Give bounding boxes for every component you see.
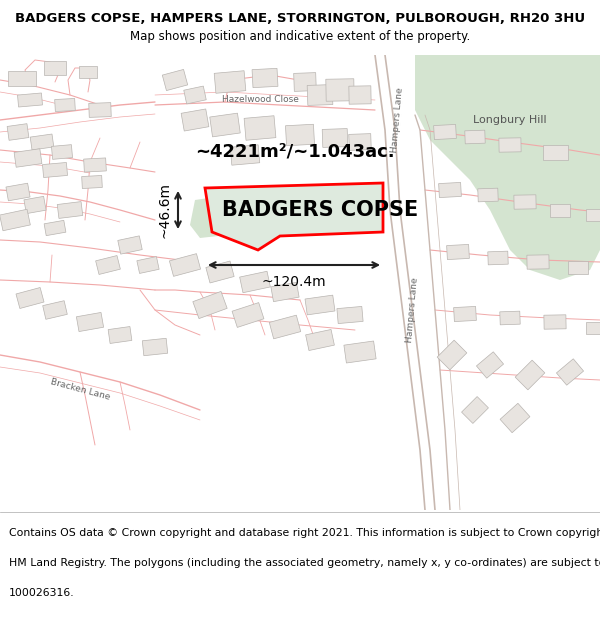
Polygon shape	[550, 204, 570, 216]
Polygon shape	[118, 236, 142, 254]
Polygon shape	[205, 183, 383, 250]
Polygon shape	[95, 256, 121, 274]
Polygon shape	[79, 66, 97, 78]
Polygon shape	[349, 134, 371, 151]
Polygon shape	[252, 68, 278, 88]
Polygon shape	[232, 302, 264, 328]
Text: BADGERS COPSE, HAMPERS LANE, STORRINGTON, PULBOROUGH, RH20 3HU: BADGERS COPSE, HAMPERS LANE, STORRINGTON…	[15, 12, 585, 25]
Polygon shape	[544, 315, 566, 329]
Polygon shape	[17, 93, 43, 107]
Polygon shape	[52, 144, 73, 159]
Text: BADGERS COPSE: BADGERS COPSE	[222, 200, 418, 220]
Polygon shape	[454, 306, 476, 322]
Text: 100026316.: 100026316.	[9, 588, 74, 598]
Text: HM Land Registry. The polygons (including the associated geometry, namely x, y c: HM Land Registry. The polygons (includin…	[9, 558, 600, 568]
Polygon shape	[44, 221, 66, 236]
Polygon shape	[439, 182, 461, 198]
Polygon shape	[437, 340, 467, 370]
Polygon shape	[514, 195, 536, 209]
Polygon shape	[286, 124, 314, 146]
Polygon shape	[478, 188, 498, 202]
Polygon shape	[271, 282, 299, 302]
Polygon shape	[461, 397, 488, 423]
Polygon shape	[82, 176, 103, 189]
Polygon shape	[44, 61, 66, 75]
Polygon shape	[542, 144, 568, 159]
Polygon shape	[488, 251, 508, 265]
Polygon shape	[7, 124, 29, 141]
Text: ~46.6m: ~46.6m	[158, 182, 172, 238]
Polygon shape	[527, 255, 549, 269]
Polygon shape	[24, 196, 46, 214]
Polygon shape	[326, 79, 354, 101]
Polygon shape	[586, 209, 600, 221]
Polygon shape	[181, 109, 209, 131]
Polygon shape	[434, 124, 457, 139]
Polygon shape	[307, 84, 333, 106]
Polygon shape	[344, 341, 376, 363]
Polygon shape	[349, 86, 371, 104]
Polygon shape	[210, 113, 240, 137]
Polygon shape	[515, 360, 545, 390]
Polygon shape	[55, 99, 76, 111]
Polygon shape	[415, 55, 600, 280]
Polygon shape	[293, 72, 316, 91]
Polygon shape	[16, 288, 44, 309]
Polygon shape	[169, 254, 200, 276]
Polygon shape	[14, 149, 42, 168]
Polygon shape	[500, 311, 520, 325]
Polygon shape	[465, 130, 485, 144]
Polygon shape	[500, 403, 530, 432]
Polygon shape	[142, 338, 168, 356]
Polygon shape	[499, 138, 521, 152]
Polygon shape	[89, 102, 111, 118]
Text: ~4221m²/~1.043ac.: ~4221m²/~1.043ac.	[195, 143, 395, 161]
Polygon shape	[244, 116, 276, 140]
Polygon shape	[57, 202, 83, 218]
Text: Longbury Hill: Longbury Hill	[473, 115, 547, 125]
Polygon shape	[337, 306, 363, 324]
Polygon shape	[214, 71, 246, 93]
Polygon shape	[446, 244, 469, 259]
Text: Hazelwood Close: Hazelwood Close	[221, 96, 298, 104]
Polygon shape	[206, 261, 234, 283]
Polygon shape	[8, 71, 36, 86]
Polygon shape	[190, 192, 260, 238]
Polygon shape	[76, 312, 104, 331]
Text: Contains OS data © Crown copyright and database right 2021. This information is : Contains OS data © Crown copyright and d…	[9, 528, 600, 538]
Text: Map shows position and indicative extent of the property.: Map shows position and indicative extent…	[130, 30, 470, 43]
Polygon shape	[568, 261, 588, 274]
Polygon shape	[30, 134, 54, 150]
Polygon shape	[163, 69, 188, 91]
Text: Hampers Lane: Hampers Lane	[405, 277, 419, 343]
Polygon shape	[476, 352, 503, 378]
Text: Bracken Lane: Bracken Lane	[49, 378, 111, 402]
Polygon shape	[269, 315, 301, 339]
Polygon shape	[83, 158, 106, 172]
Text: Hampers Lane: Hampers Lane	[390, 87, 404, 153]
Polygon shape	[137, 257, 159, 273]
Polygon shape	[0, 209, 31, 231]
Polygon shape	[193, 291, 227, 319]
Polygon shape	[586, 322, 600, 334]
Polygon shape	[230, 145, 260, 165]
Polygon shape	[239, 271, 271, 292]
Polygon shape	[322, 129, 348, 148]
Polygon shape	[305, 329, 334, 351]
Polygon shape	[305, 295, 335, 315]
Polygon shape	[184, 86, 206, 104]
Polygon shape	[6, 183, 30, 201]
Polygon shape	[43, 162, 68, 177]
Text: ~120.4m: ~120.4m	[262, 275, 326, 289]
Polygon shape	[43, 301, 67, 319]
Polygon shape	[556, 359, 584, 385]
Polygon shape	[108, 326, 132, 344]
